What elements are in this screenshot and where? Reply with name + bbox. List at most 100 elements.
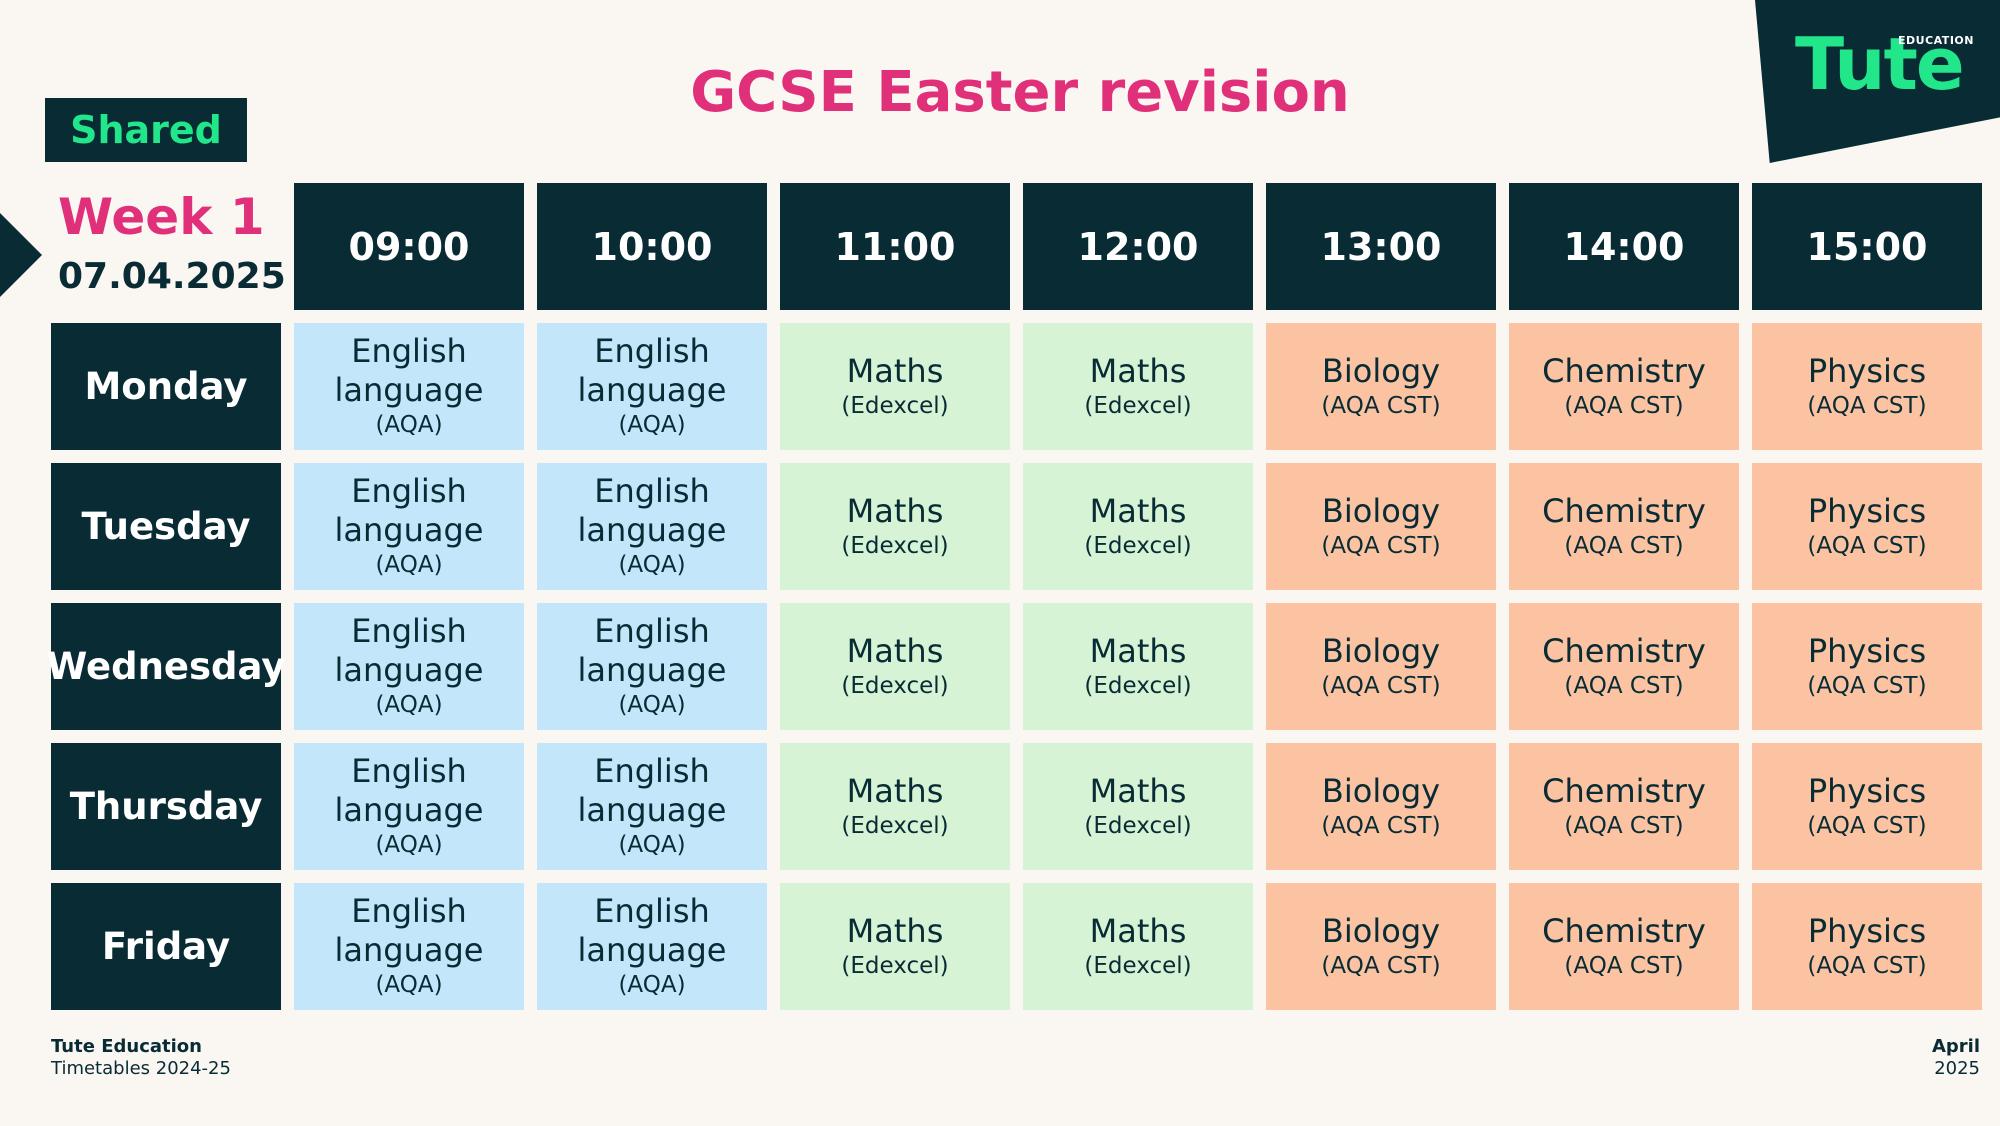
subject-name: Maths	[1089, 491, 1187, 530]
subject-name: Maths	[1089, 771, 1187, 810]
logo-wordmark: Tute	[1795, 22, 1965, 106]
footer-year: 2025	[1934, 1058, 1980, 1079]
timetable-cell: English language (AQA)	[537, 603, 767, 730]
exam-board: (AQA CST)	[1564, 672, 1684, 699]
day-header: Friday	[51, 883, 281, 1010]
timetable-cell: Chemistry (AQA CST)	[1509, 883, 1739, 1010]
timetable-cell: Maths (Edexcel)	[780, 463, 1010, 590]
timetable-cell: Physics (AQA CST)	[1752, 323, 1982, 450]
time-header: 09:00	[294, 183, 524, 310]
day-header: Monday	[51, 323, 281, 450]
subject-name: Biology	[1321, 491, 1441, 530]
exam-board: (Edexcel)	[841, 672, 949, 699]
timetable-cell: English language (AQA)	[294, 323, 524, 450]
subject-name: Chemistry	[1542, 771, 1706, 810]
subject-name: English language	[334, 892, 484, 969]
timetable-cell: English language (AQA)	[537, 463, 767, 590]
time-header: 12:00	[1023, 183, 1253, 310]
week-date: 07.04.2025	[58, 256, 286, 297]
time-header: 14:00	[1509, 183, 1739, 310]
day-header: Wednesday	[47, 603, 285, 730]
subject-name: Chemistry	[1542, 351, 1706, 390]
timetable-cell: Biology (AQA CST)	[1266, 463, 1496, 590]
exam-board: (AQA)	[618, 972, 686, 998]
exam-board: (Edexcel)	[1084, 672, 1192, 699]
page-title: GCSE Easter revision	[690, 60, 1350, 125]
exam-board: (AQA CST)	[1321, 672, 1441, 699]
week-label: Week 1	[58, 188, 265, 246]
subject-name: Biology	[1321, 771, 1441, 810]
exam-board: (AQA CST)	[1564, 392, 1684, 419]
subject-name: Maths	[1089, 631, 1187, 670]
subject-name: English language	[577, 752, 727, 829]
subject-name: Physics	[1807, 911, 1927, 950]
timetable-cell: Maths (Edexcel)	[780, 883, 1010, 1010]
exam-board: (Edexcel)	[841, 532, 949, 559]
grid-corner	[51, 183, 281, 310]
footer-month: April	[1931, 1036, 1980, 1057]
footer-subtitle: Timetables 2024-25	[51, 1058, 231, 1079]
subject-name: English language	[577, 472, 727, 549]
exam-board: (AQA)	[618, 412, 686, 438]
subject-name: Biology	[1321, 351, 1441, 390]
exam-board: (AQA CST)	[1807, 952, 1927, 979]
footer-left: Tute Education Timetables 2024-25	[51, 1036, 231, 1080]
footer-right: April 2025	[1932, 1036, 1980, 1080]
exam-board: (AQA)	[375, 552, 443, 578]
subject-name: Maths	[846, 771, 944, 810]
exam-board: (AQA CST)	[1807, 532, 1927, 559]
exam-board: (AQA CST)	[1564, 812, 1684, 839]
timetable-cell: Maths (Edexcel)	[780, 743, 1010, 870]
subject-name: Chemistry	[1542, 491, 1706, 530]
timetable-grid: 09:00 10:00 11:00 12:00 13:00 14:00 15:00 Monda…	[47, 183, 1982, 1010]
subject-name: Physics	[1807, 491, 1927, 530]
exam-board: (Edexcel)	[841, 812, 949, 839]
day-header: Thursday	[51, 743, 281, 870]
subject-name: Maths	[1089, 911, 1187, 950]
shared-badge: Shared	[45, 98, 247, 162]
exam-board: (AQA CST)	[1321, 532, 1441, 559]
exam-board: (AQA)	[618, 692, 686, 718]
timetable-cell: Chemistry (AQA CST)	[1509, 743, 1739, 870]
subject-name: Maths	[846, 351, 944, 390]
exam-board: (Edexcel)	[1084, 532, 1192, 559]
exam-board: (AQA)	[618, 832, 686, 858]
timetable-cell: Physics (AQA CST)	[1752, 603, 1982, 730]
timetable-cell: Physics (AQA CST)	[1752, 883, 1982, 1010]
timetable-cell: Chemistry (AQA CST)	[1509, 603, 1739, 730]
exam-board: (Edexcel)	[1084, 812, 1192, 839]
exam-board: (AQA CST)	[1807, 392, 1927, 419]
timetable-cell: English language (AQA)	[294, 603, 524, 730]
timetable-cell: English language (AQA)	[537, 323, 767, 450]
timetable-cell: Maths (Edexcel)	[780, 603, 1010, 730]
subject-name: English language	[334, 612, 484, 689]
timetable-cell: Maths (Edexcel)	[1023, 463, 1253, 590]
exam-board: (AQA CST)	[1321, 392, 1441, 419]
exam-board: (Edexcel)	[841, 952, 949, 979]
timetable-cell: Maths (Edexcel)	[1023, 603, 1253, 730]
day-header: Tuesday	[51, 463, 281, 590]
exam-board: (Edexcel)	[1084, 392, 1192, 419]
subject-name: Chemistry	[1542, 911, 1706, 950]
subject-name: English language	[577, 332, 727, 409]
exam-board: (AQA CST)	[1564, 532, 1684, 559]
subject-name: Biology	[1321, 911, 1441, 950]
exam-board: (AQA)	[618, 552, 686, 578]
tute-logo: Tute EDUCATION	[1755, 0, 2000, 163]
exam-board: (AQA CST)	[1564, 952, 1684, 979]
subject-name: Biology	[1321, 631, 1441, 670]
timetable-cell: Physics (AQA CST)	[1752, 743, 1982, 870]
timetable-cell: Maths (Edexcel)	[1023, 743, 1253, 870]
subject-name: English language	[334, 472, 484, 549]
timetable-cell: English language (AQA)	[537, 883, 767, 1010]
timetable-cell: Maths (Edexcel)	[1023, 323, 1253, 450]
time-header: 13:00	[1266, 183, 1496, 310]
logo-subtitle: EDUCATION	[1898, 34, 1974, 47]
exam-board: (AQA CST)	[1807, 812, 1927, 839]
timetable-cell: English language (AQA)	[294, 743, 524, 870]
subject-name: Chemistry	[1542, 631, 1706, 670]
time-header: 10:00	[537, 183, 767, 310]
timetable-cell: Physics (AQA CST)	[1752, 463, 1982, 590]
timetable-cell: Maths (Edexcel)	[1023, 883, 1253, 1010]
exam-board: (AQA)	[375, 832, 443, 858]
